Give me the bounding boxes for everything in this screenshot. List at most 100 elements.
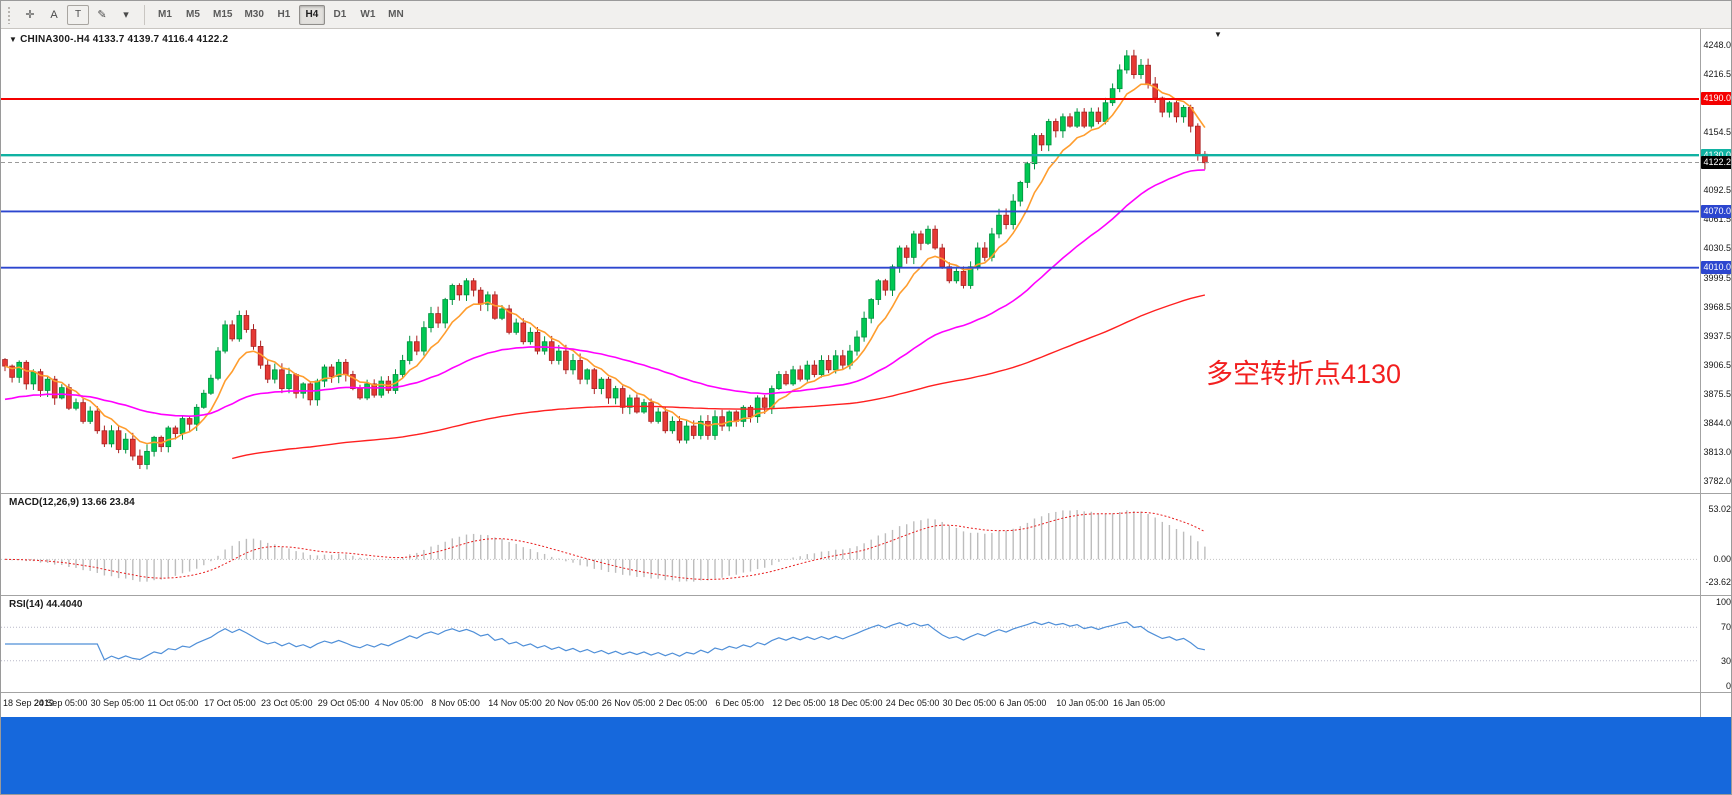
price-tick-label: 3968.5: [1703, 301, 1731, 312]
candle-body: [87, 410, 94, 422]
candle-body: [584, 369, 590, 380]
candle-body: [790, 369, 796, 385]
timeframe-w1[interactable]: W1: [360, 9, 376, 20]
timeframe-m30[interactable]: M30: [244, 9, 264, 20]
price-tick-label: 3782.0: [1703, 476, 1731, 487]
candle-body: [548, 341, 555, 361]
timeframe-m1[interactable]: M1: [158, 9, 172, 20]
candle-body: [1031, 135, 1038, 165]
candle-body: [1131, 55, 1137, 76]
candle-body: [1109, 88, 1116, 104]
rsi-line: [5, 621, 1206, 661]
candle-body: [513, 322, 519, 333]
candle-body: [1067, 116, 1073, 127]
candle-body: [918, 233, 924, 244]
ma-mid-magenta: [4, 169, 1205, 418]
candle-body: [144, 450, 150, 465]
candle-body: [413, 341, 420, 352]
candle-body: [1024, 163, 1031, 183]
candle-body: [442, 299, 448, 324]
candle-body: [122, 438, 129, 450]
candle-body: [825, 360, 832, 371]
rsi-title: RSI(14) 44.4040: [9, 599, 83, 610]
macd-canvas[interactable]: [1, 494, 1732, 595]
candle-body: [712, 416, 718, 436]
panel-separator[interactable]: [1, 595, 1731, 596]
price-tick-label: 4092.5: [1703, 185, 1731, 196]
timeframe-h4[interactable]: H4: [298, 4, 325, 25]
candle-body: [811, 364, 818, 375]
candle-body: [534, 331, 541, 352]
candle-body: [556, 350, 562, 361]
date-tick-label: 26 Nov 05:00: [601, 698, 656, 708]
candle-body: [868, 299, 874, 319]
candle-body: [861, 317, 867, 338]
timeframe-m5[interactable]: M5: [186, 9, 200, 20]
chart-dropdown-icon[interactable]: ▼: [9, 35, 18, 44]
price-tick-label: 4061.5: [1703, 214, 1731, 225]
candle-body: [364, 383, 370, 399]
candle-body: [80, 402, 86, 422]
candle-body: [435, 313, 441, 324]
date-axis[interactable]: 18 Sep 2019 24 Sep 05:00 30 Sep 05:00 11 Oc…: [1, 693, 1701, 717]
scroll-to-end-icon[interactable]: ▼: [1214, 30, 1222, 39]
date-tick-label: 24 Sep 05:00: [33, 698, 88, 708]
candle-body: [761, 397, 768, 408]
candle-body: [669, 420, 676, 432]
candle-body: [499, 308, 505, 319]
candle-body: [747, 406, 754, 418]
candle-body: [1045, 121, 1052, 146]
timeframe-h1[interactable]: H1: [277, 9, 291, 20]
candle-body: [875, 280, 882, 300]
date-tick-label: 18 Sep 2019: [3, 698, 55, 708]
candle-body: [698, 420, 704, 436]
candle-body: [967, 266, 974, 286]
text-tool-icon[interactable]: T: [67, 4, 89, 25]
draw-tools-caret-icon[interactable]: ▾: [123, 9, 129, 21]
candle-body: [1159, 97, 1166, 113]
candle-body: [1145, 64, 1151, 85]
toolbar-drag-handle[interactable]: [7, 5, 12, 24]
candle-body: [342, 361, 349, 375]
candle-body: [449, 285, 456, 300]
panel-separator[interactable]: [1, 493, 1731, 494]
date-tick-label: 29 Oct 05:00: [317, 698, 370, 708]
ma-slow-red: [232, 294, 1206, 460]
candle-body: [662, 411, 669, 432]
candle-body: [641, 402, 647, 413]
main-chart-canvas[interactable]: [1, 29, 1732, 493]
timeframe-m15[interactable]: M15: [213, 9, 233, 20]
candle-body: [577, 360, 583, 380]
candle-body: [137, 455, 143, 465]
candle-body: [648, 402, 654, 422]
candle-body: [16, 361, 23, 378]
date-tick-label: 16 Jan 05:00: [1113, 698, 1166, 708]
top-toolbar: ✛ A T ✎ ▾ M1 M5 M15 M30 H1 H4 D1 W1 MN: [1, 1, 1731, 29]
candle-body: [484, 294, 491, 305]
candle-body: [477, 289, 484, 305]
candle-body: [59, 387, 65, 399]
arrow-label-icon[interactable]: A: [50, 8, 58, 21]
date-tick-label: 11 Oct 05:00: [147, 698, 199, 708]
candle-body: [236, 315, 243, 340]
timeframe-mn[interactable]: MN: [388, 9, 404, 20]
candle-body: [222, 324, 228, 352]
timeframe-d1[interactable]: D1: [333, 9, 347, 20]
chart-symbol: CHINA300-.H4: [20, 34, 90, 45]
price-axis[interactable]: 4248.0 4216.5 4154.5 4092.5 4061.5 4030.5 3999…: [1701, 29, 1731, 717]
candle-body: [982, 247, 988, 258]
draw-tools-icon[interactable]: ✎: [97, 9, 107, 21]
candle-body: [179, 418, 186, 434]
candle-body: [832, 355, 839, 371]
date-tick-label: 23 Oct 05:00: [261, 698, 313, 708]
timeframe-toolbar: M1 M5 M15 M30 H1 H4 D1 W1 MN: [151, 4, 410, 25]
candle-body: [66, 387, 72, 409]
candle-body: [456, 285, 463, 296]
candle-body: [321, 366, 328, 382]
crosshair-icon[interactable]: ✛: [25, 9, 35, 21]
rsi-axis-label: 0: [1725, 681, 1731, 691]
candle-body: [619, 388, 626, 408]
candle-body: [94, 410, 101, 432]
rsi-canvas[interactable]: [1, 596, 1732, 692]
ma-fast-orange: [4, 83, 1206, 445]
